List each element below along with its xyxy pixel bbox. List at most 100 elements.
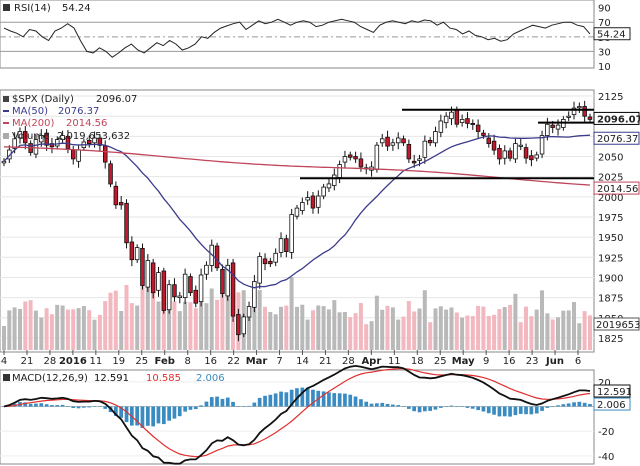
macd-histogram-bar bbox=[183, 406, 187, 412]
macd-signal-line bbox=[3, 367, 591, 458]
candle-body bbox=[60, 135, 65, 140]
candle-body bbox=[262, 258, 268, 265]
candle-body bbox=[284, 238, 289, 252]
macd-histogram-bar bbox=[566, 403, 571, 407]
volume-bar bbox=[2, 326, 6, 350]
candle-body bbox=[379, 138, 385, 144]
macd-histogram-bar bbox=[540, 406, 544, 411]
volume-bar bbox=[380, 309, 385, 350]
volume-bar bbox=[44, 308, 49, 350]
macd-histogram-bar bbox=[332, 393, 337, 407]
macd-histogram-bar bbox=[545, 406, 550, 408]
ma50-legend-swatch bbox=[3, 110, 9, 112]
volume-bar bbox=[225, 287, 230, 350]
macd-histogram-bar bbox=[114, 406, 118, 416]
macd-histogram-bar bbox=[220, 398, 225, 407]
x-tick-label: 11 bbox=[388, 356, 401, 367]
candle-body bbox=[193, 289, 198, 304]
x-tick-label: 9 bbox=[483, 356, 489, 367]
x-tick-label: 6 bbox=[575, 356, 581, 367]
volume-bar bbox=[18, 308, 22, 350]
volume-bar bbox=[204, 303, 209, 350]
candle-body bbox=[71, 149, 76, 160]
macd-histogram-bar bbox=[55, 405, 60, 407]
candle-body bbox=[246, 306, 252, 318]
macd-histogram-bar bbox=[582, 402, 587, 407]
candle-body bbox=[103, 145, 108, 163]
macd-tick-label: 20 bbox=[598, 378, 611, 389]
x-tick-label: 16 bbox=[204, 356, 217, 367]
macd-histogram-bar bbox=[204, 401, 209, 407]
candle-body bbox=[230, 262, 236, 317]
macd-histogram-bar bbox=[396, 405, 401, 407]
ma200-legend-swatch bbox=[3, 122, 9, 124]
x-tick-label: 21 bbox=[319, 356, 332, 367]
volume-bar bbox=[124, 285, 129, 350]
rsi-tick-label: 70 bbox=[598, 18, 611, 29]
x-tick-label: 16 bbox=[503, 356, 516, 367]
macd-histogram-bar bbox=[257, 397, 262, 407]
candle-body bbox=[33, 139, 39, 155]
rsi-last-value-box bbox=[593, 27, 631, 41]
macd-histogram-bar bbox=[162, 406, 166, 425]
volume-bar bbox=[151, 274, 156, 350]
macd-histogram-bar bbox=[401, 406, 406, 407]
candle-body bbox=[406, 143, 412, 160]
volume-bar bbox=[550, 319, 555, 350]
rsi-tick-label: 10 bbox=[598, 62, 611, 73]
macd-histogram-bar bbox=[439, 406, 443, 408]
volume-bar bbox=[561, 310, 566, 350]
volume-bar bbox=[193, 308, 198, 350]
x-tick-label: Mar bbox=[246, 356, 268, 367]
candle-body bbox=[315, 195, 321, 208]
macd-legend-label: MACD(12,26,9) bbox=[12, 373, 88, 384]
axis-value-box bbox=[593, 111, 640, 125]
macd-histogram-bar bbox=[423, 406, 427, 412]
candle-body bbox=[145, 260, 151, 288]
macd-histogram-bar bbox=[417, 406, 422, 413]
candle-body bbox=[134, 247, 140, 261]
macd-histogram-bar bbox=[167, 406, 171, 421]
volume-bar bbox=[177, 311, 182, 350]
rsi-legend-label: RSI(14) bbox=[14, 3, 51, 14]
candle-body bbox=[150, 262, 156, 294]
candle-body bbox=[124, 202, 129, 244]
candle-body bbox=[76, 149, 81, 162]
ma50-legend-value: 2076.37 bbox=[58, 106, 99, 117]
volume-bar bbox=[103, 301, 108, 350]
macd-histogram-bar bbox=[476, 406, 480, 411]
volume-bar bbox=[465, 315, 470, 350]
macd-histogram-bar bbox=[98, 406, 102, 407]
volume-bar bbox=[209, 288, 214, 350]
x-tick-label: 25 bbox=[434, 356, 447, 367]
candle-body bbox=[241, 316, 246, 335]
candle-body bbox=[214, 245, 220, 269]
volume-bar bbox=[257, 290, 262, 350]
macd-histogram-bar bbox=[343, 393, 347, 407]
macd-histogram-bar bbox=[263, 395, 267, 407]
price-tick-label: 2000 bbox=[598, 193, 623, 204]
candle-body bbox=[87, 139, 92, 144]
volume-bar bbox=[263, 306, 267, 350]
candle-body bbox=[347, 154, 353, 158]
volume-bar bbox=[486, 316, 491, 350]
candle-body bbox=[454, 109, 460, 125]
candle-body bbox=[204, 264, 209, 275]
macd-histogram-bar bbox=[119, 406, 123, 418]
volume-bar bbox=[167, 289, 172, 350]
rsi-legend: RSI(14) 54.24 bbox=[3, 3, 91, 14]
axis-value-label: 2076.37 bbox=[597, 134, 638, 145]
macd-histogram-bar bbox=[92, 406, 97, 407]
volume-bar bbox=[279, 306, 283, 350]
axis-value-box bbox=[593, 181, 640, 195]
macd-histogram-bar bbox=[71, 406, 76, 408]
macd-panel: -40-20020 MACD(12,26,9) 12.591 10.585 2.… bbox=[0, 364, 632, 465]
candle-body bbox=[587, 116, 593, 120]
candle-body bbox=[172, 284, 177, 298]
macd-histogram-bar bbox=[428, 406, 432, 411]
volume-bar bbox=[81, 306, 86, 350]
candle-body bbox=[278, 238, 284, 253]
volume-bar bbox=[145, 285, 150, 350]
macd-histogram-bar bbox=[44, 404, 49, 407]
macd-histogram-bar bbox=[39, 403, 44, 407]
